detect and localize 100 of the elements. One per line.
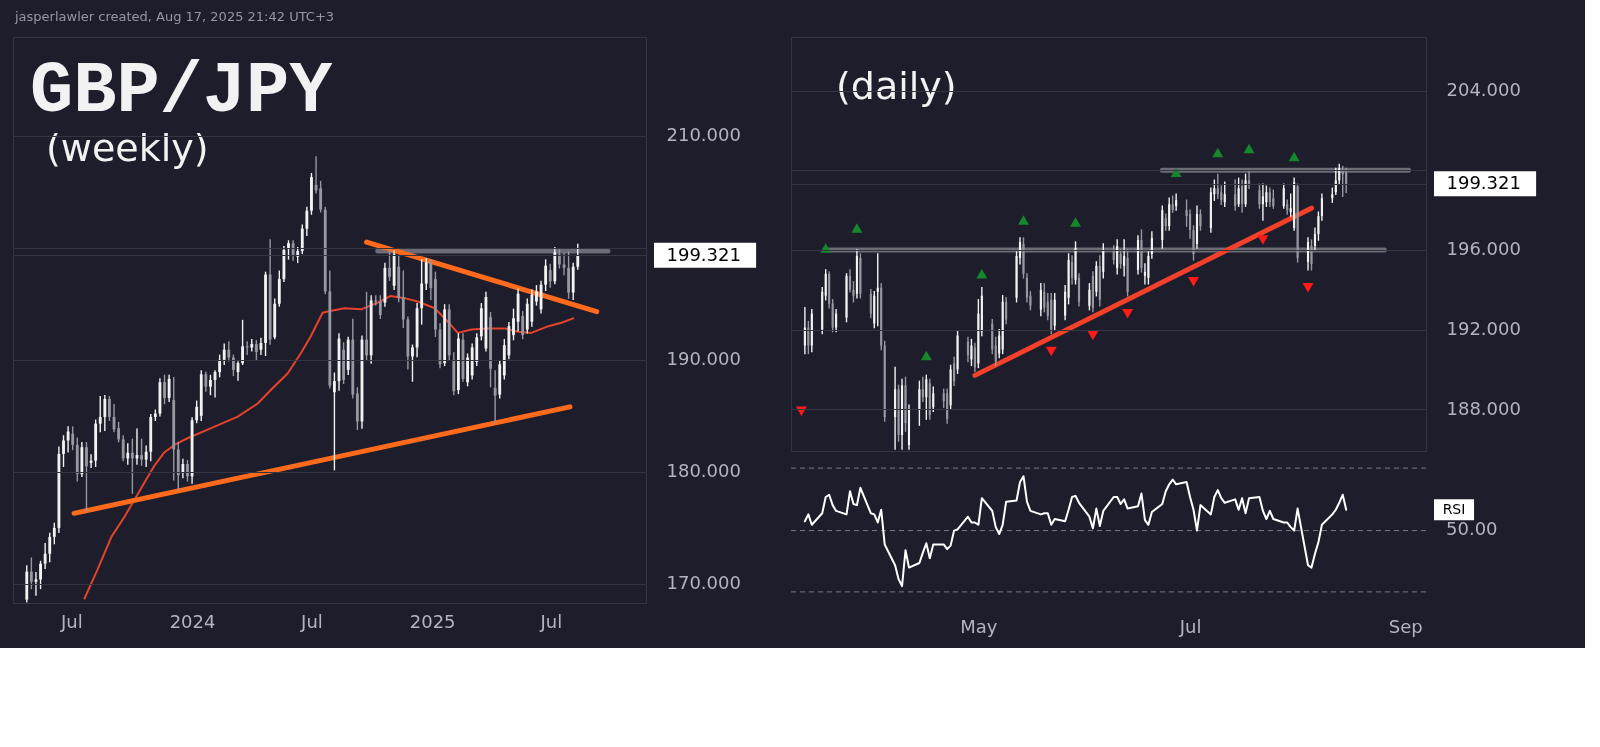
candlestick [1119,249,1122,269]
candlestick [977,299,980,369]
text: (daily) [836,64,957,108]
candlestick [1199,209,1202,231]
y-tick-label: 170.000 [666,572,741,594]
candlestick [1244,173,1247,207]
candlestick [130,438,134,494]
candlestick [71,426,75,451]
candlestick [1345,167,1348,193]
candlestick [548,263,552,288]
candlestick [378,295,382,320]
candlestick [34,572,38,596]
point [976,269,988,279]
candlestick [845,273,848,323]
candlestick [949,364,952,410]
candlestick [921,376,924,402]
point [1045,346,1057,357]
candlestick [300,224,304,255]
y-tick-label: 192.000 [1446,318,1521,340]
candlestick [544,259,548,291]
candlestick [1168,197,1171,231]
candlestick [310,173,313,215]
x-tick-label: Sep [1388,615,1423,637]
point [1122,308,1134,319]
candlestick [434,271,437,337]
candlestick [1070,255,1074,285]
point [1070,217,1082,227]
candlestick [1039,283,1042,317]
x-tick-label: 2024 [169,610,216,632]
candlestick [48,532,52,563]
candlestick [567,251,571,299]
candlestick [466,353,469,387]
candlestick [1043,283,1046,313]
y-tick-label: 204.000 [1446,79,1521,101]
candlestick [1095,261,1098,297]
candlestick [1234,179,1237,211]
candlestick [557,249,561,269]
candlestick [424,258,428,290]
candlestick [231,354,235,377]
candlestick [521,310,525,340]
candlestick [52,522,56,545]
candlestick [144,445,148,467]
candlestick [1241,179,1244,213]
x-tick-label: Jul [539,610,563,632]
candlestick [218,354,222,378]
candlestick [1310,239,1313,271]
x-tick-label: Jul [1178,615,1202,637]
candlestick [388,248,391,281]
candlestick [932,386,935,412]
y-tick-label: 196.000 [1446,238,1521,260]
candlestick [241,319,245,365]
candlestick [103,394,107,432]
candlestick [1147,251,1150,285]
candlestick [117,421,121,443]
candlestick [493,370,497,424]
candlestick [535,285,538,306]
candlestick [1223,181,1226,207]
candlestick [1123,239,1126,277]
candlestick [245,341,249,355]
y-tick-label: 190.000 [666,348,741,370]
candlestick [1296,183,1299,263]
candlestick [264,271,267,356]
candlestick [1088,283,1091,311]
candlestick [956,330,959,375]
point [1188,277,1199,287]
point [1170,167,1182,178]
candlestick [1074,241,1077,285]
candlestick [1077,273,1081,307]
x-tick-label: May [960,615,998,637]
candlestick [918,380,921,426]
candlestick [62,435,65,467]
point [1087,330,1099,341]
candlestick [121,435,125,462]
candlestick [1282,183,1285,209]
point [920,350,932,361]
candlestick [222,343,226,365]
candlestick [859,253,862,299]
candlestick [365,291,368,361]
candlestick [98,396,102,433]
candlestick [1175,193,1178,211]
y-tick-label: 180.000 [666,460,741,482]
candlestick [897,384,900,442]
candlestick [186,459,189,482]
candlestick [1067,253,1070,305]
candlestick [576,243,580,270]
x-tick-label: Jul [300,610,323,632]
candlestick [1064,285,1067,321]
line-series [83,294,575,600]
point [851,223,863,233]
candlestick [925,374,928,420]
candlestick [66,426,70,453]
candlestick [1005,297,1008,325]
candlestick [835,308,838,333]
y-tick-label: 210.000 [666,124,741,146]
candlestick [291,240,295,261]
candlestick [140,438,143,466]
candlestick [904,376,907,432]
candlestick [1261,183,1264,221]
point [1257,235,1269,245]
y-tick-label: 199.321 [666,243,741,265]
